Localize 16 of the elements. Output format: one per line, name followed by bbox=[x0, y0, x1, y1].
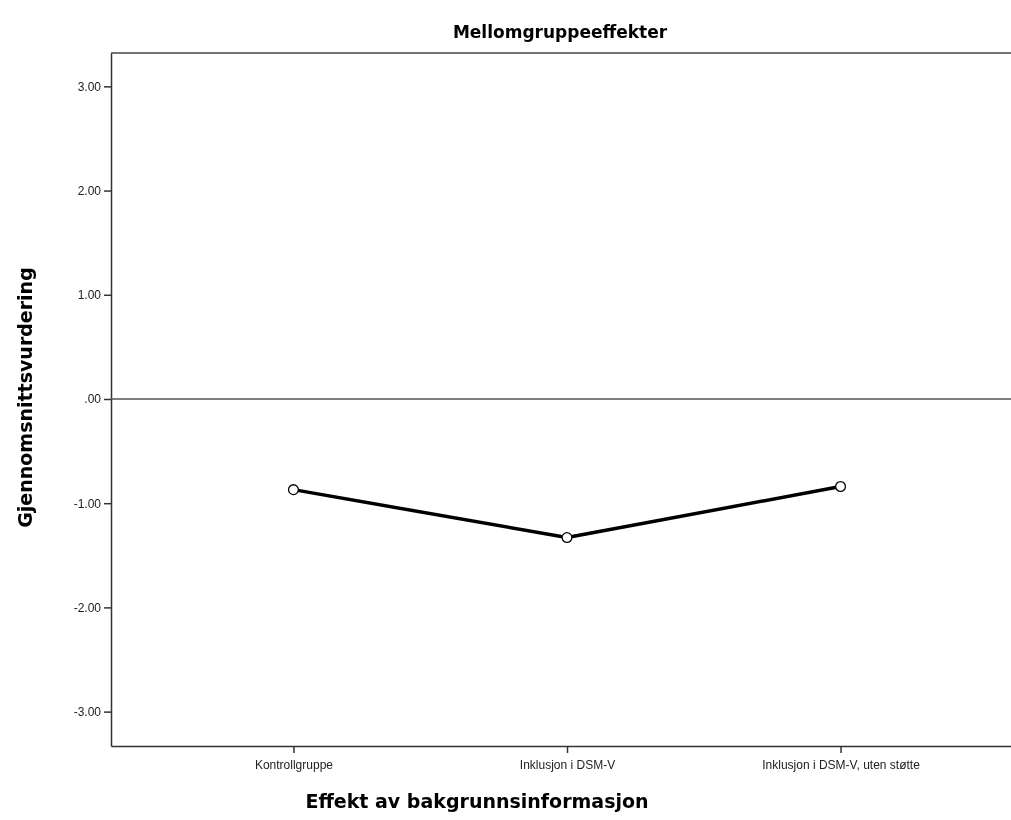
point bbox=[561, 532, 573, 544]
y-tick-label: -1.00 bbox=[73, 496, 102, 511]
x-axis-title: Effekt av bakgrunnsinformasjon bbox=[305, 790, 649, 812]
point bbox=[835, 480, 847, 493]
x-tick-label: Inklusjon i DSM-V, uten støtte bbox=[762, 758, 921, 773]
y-tick-label: -3.00 bbox=[73, 704, 102, 719]
y-tick-label: 1.00 bbox=[77, 288, 102, 303]
y-tick-label: 2.00 bbox=[77, 183, 102, 198]
y-tick-label: .00 bbox=[84, 392, 102, 407]
x-tick-label: Inklusjon i DSM-V bbox=[519, 758, 616, 773]
point bbox=[287, 484, 299, 496]
chart-title: Mellomgruppeeffekter bbox=[452, 22, 668, 42]
x-tick-label: Kontrollgruppe bbox=[254, 758, 334, 773]
y-axis-title: Gjennomsnittsvurdering bbox=[14, 267, 36, 528]
y-tick-label: 3.00 bbox=[77, 79, 102, 94]
y-tick-label: -2.00 bbox=[73, 600, 102, 615]
